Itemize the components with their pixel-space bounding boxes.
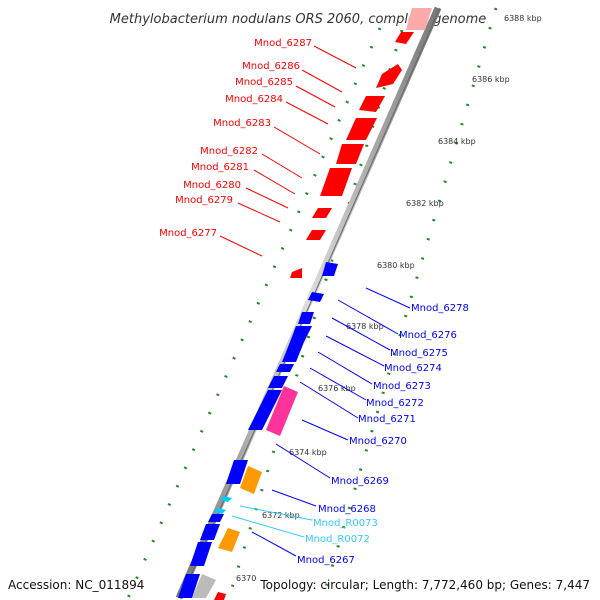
gene-label: Mnod_6277 <box>159 228 217 239</box>
feature-pink-block <box>266 386 298 436</box>
feature-mnod-6271 <box>268 376 288 388</box>
gene-label: Mnod_6283 <box>213 118 271 129</box>
feature-mnod-6270 <box>248 390 282 430</box>
gene-label: Mnod_6279 <box>175 195 233 206</box>
ruler-label: 6386 kbp <box>472 75 510 84</box>
gene-label: Mnod_6286 <box>242 61 300 72</box>
feature-mnod-6278 <box>322 262 338 276</box>
gene-label: Mnod_6280 <box>183 180 241 191</box>
ruler-label: 6384 kbp <box>438 137 476 146</box>
gene-label: Mnod_6281 <box>191 162 249 173</box>
reverse-gene-labels: Mnod_6278 Mnod_6276 Mnod_6275 Mnod_6274 … <box>251 287 469 566</box>
feature-mnod-6274 <box>290 326 312 342</box>
feature-gray-bottom <box>192 574 216 598</box>
gene-label: Mnod_6271 <box>358 414 416 425</box>
feature-cyan-r0073 <box>220 496 232 502</box>
feature-top-pink <box>406 8 432 30</box>
gene-label: Mnod_6270 <box>349 436 407 447</box>
feature-mnod-6277b <box>290 268 302 278</box>
feature-orange-2 <box>218 528 240 552</box>
ruler-label: 6388 kbp <box>504 14 542 23</box>
gene-label: Mnod_6268 <box>318 504 376 515</box>
right-dotted-track <box>227 29 404 599</box>
feature-mnod-6277a <box>306 230 326 240</box>
feature-mnod-6267a <box>200 524 220 540</box>
forward-strand-features <box>290 8 432 278</box>
feature-mnod-6273 <box>282 342 304 362</box>
feature-orange-1 <box>240 466 262 494</box>
feature-bottom-blue <box>178 574 200 598</box>
gene-label: Mnod_R0073 <box>313 518 378 529</box>
gene-label: Mnod_6275 <box>390 348 448 359</box>
ruler-labels: 6388 kbp 6386 kbp 6384 kbp 6382 kbp 6380… <box>236 14 542 583</box>
forward-gene-labels: Mnod_6287 Mnod_6286 Mnod_6285 Mnod_6284 … <box>159 38 357 257</box>
gene-label: Mnod_6267 <box>297 555 355 566</box>
feature-mnod-6280 <box>320 168 352 196</box>
feature-mnod-6269 <box>226 460 248 484</box>
ruler-label: 6382 kbp <box>406 199 444 208</box>
feature-cyan-r0072 <box>214 508 226 514</box>
feature-mnod-6268 <box>208 514 224 522</box>
feature-mnod-6287 <box>395 32 414 44</box>
gene-label: Mnod_6285 <box>235 77 293 88</box>
rna-gene-labels: Mnod_R0073 Mnod_R0072 <box>231 505 378 545</box>
feature-mnod-6272 <box>276 364 294 372</box>
gene-label: Mnod_R0072 <box>305 534 370 545</box>
feature-red-bottom <box>214 592 226 600</box>
feature-mnod-6282 <box>336 144 364 164</box>
ruler-label: 6380 kbp <box>377 261 415 270</box>
ruler-label: 6378 kbp <box>346 322 384 331</box>
ruler-label: 6374 kbp <box>289 448 327 457</box>
topology-text: Topology: circular; Length: 7,772,460 bp… <box>260 578 590 592</box>
feature-mnod-6283 <box>346 118 377 140</box>
ruler-label: 6376 kbp <box>318 384 356 393</box>
feature-mnod-6275 <box>298 312 314 324</box>
ruler-label: 6370 <box>236 574 256 583</box>
gene-label: Mnod_6273 <box>373 381 431 392</box>
feature-mnod-6285 <box>359 96 385 112</box>
gene-label: Mnod_6284 <box>225 94 283 105</box>
ruler-label: 6372 kbp <box>262 511 300 520</box>
gene-label: Mnod_6269 <box>331 476 389 487</box>
gene-label: Mnod_6276 <box>399 330 457 341</box>
feature-mnod-6279 <box>312 208 332 218</box>
gene-label: Mnod_6274 <box>384 363 442 374</box>
feature-mnod-6276 <box>308 292 324 302</box>
feature-mnod-6267b <box>190 542 212 566</box>
gene-label: Mnod_6278 <box>411 303 469 314</box>
map-title: Methylobacterium nodulans ORS 2060, comp… <box>110 12 487 27</box>
feature-mnod-6286 <box>376 64 402 88</box>
gene-label: Mnod_6282 <box>200 146 258 157</box>
other-features <box>192 386 298 600</box>
reverse-strand-features <box>178 262 338 598</box>
gene-label: Mnod_6287 <box>254 38 312 49</box>
accession-text: Accession: NC_011894 <box>8 578 145 592</box>
gene-label: Mnod_6272 <box>366 398 424 409</box>
